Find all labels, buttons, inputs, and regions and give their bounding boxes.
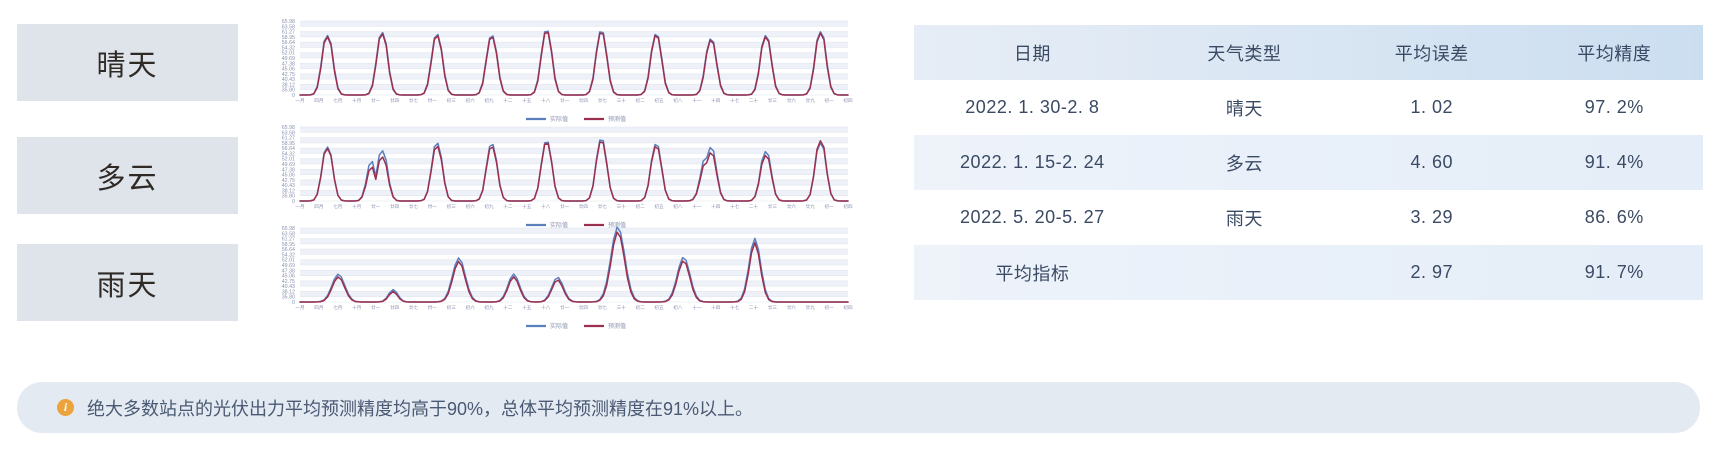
svg-text:廿一: 廿一 [371, 304, 381, 311]
svg-text:十一: 十一 [692, 97, 702, 104]
svg-text:廿六: 廿六 [787, 203, 797, 210]
svg-text:十二: 十二 [503, 203, 513, 210]
svg-text:初五: 初五 [654, 97, 664, 104]
svg-text:四月: 四月 [314, 98, 323, 104]
svg-text:初五: 初五 [654, 203, 664, 210]
svg-text:廿三: 廿三 [768, 304, 778, 311]
svg-text:四月: 四月 [314, 305, 323, 311]
svg-text:十月: 十月 [352, 304, 361, 311]
svg-text:初六: 初六 [465, 203, 475, 210]
svg-text:一月: 一月 [295, 98, 304, 104]
svg-text:初三: 初三 [447, 304, 457, 311]
svg-text:十月: 十月 [352, 203, 361, 210]
svg-text:十五: 十五 [522, 97, 532, 104]
svg-text:卅一: 卅一 [428, 203, 438, 210]
svg-text:十四: 十四 [711, 203, 721, 210]
svg-text:十二: 十二 [503, 97, 513, 104]
svg-text:十八: 十八 [541, 97, 551, 104]
svg-text:预测值: 预测值 [608, 322, 626, 330]
svg-text:初四: 初四 [843, 97, 853, 104]
svg-text:三十: 三十 [617, 304, 627, 311]
svg-text:初三: 初三 [447, 97, 457, 104]
svg-text:廿六: 廿六 [787, 97, 797, 104]
svg-text:七月: 七月 [333, 97, 342, 104]
svg-text:实际值: 实际值 [550, 322, 568, 330]
svg-text:卅一: 卅一 [428, 304, 438, 311]
svg-text:廿四: 廿四 [390, 304, 400, 311]
svg-text:十月: 十月 [352, 97, 361, 104]
svg-text:初二: 初二 [635, 304, 645, 311]
svg-text:二十: 二十 [749, 304, 759, 311]
svg-text:廿七: 廿七 [598, 97, 608, 104]
svg-text:初一: 初一 [824, 304, 834, 311]
svg-text:二十: 二十 [749, 97, 759, 104]
svg-text:廿九: 廿九 [806, 97, 816, 104]
svg-text:七月: 七月 [333, 203, 342, 210]
svg-text:廿七: 廿七 [598, 203, 608, 210]
svg-text:初九: 初九 [484, 203, 494, 210]
svg-text:廿七: 廿七 [409, 203, 419, 210]
svg-text:初四: 初四 [843, 203, 853, 210]
svg-text:廿三: 廿三 [768, 203, 778, 210]
svg-text:十七: 十七 [730, 203, 740, 210]
svg-text:廿三: 廿三 [768, 97, 778, 104]
svg-text:初九: 初九 [484, 97, 494, 104]
svg-text:七月: 七月 [333, 304, 342, 311]
svg-text:初八: 初八 [673, 203, 683, 210]
svg-text:一月: 一月 [295, 204, 304, 210]
svg-text:初六: 初六 [465, 97, 475, 104]
svg-text:初二: 初二 [635, 97, 645, 104]
svg-text:廿一: 廿一 [371, 203, 381, 210]
svg-text:十八: 十八 [541, 304, 551, 311]
svg-text:三十: 三十 [617, 97, 627, 104]
svg-text:初一: 初一 [824, 203, 834, 210]
svg-text:卅一: 卅一 [428, 97, 438, 104]
svg-text:廿七: 廿七 [598, 304, 608, 311]
svg-text:初六: 初六 [465, 304, 475, 311]
svg-text:廿九: 廿九 [806, 203, 816, 210]
svg-text:二十: 二十 [749, 203, 759, 210]
svg-text:十七: 十七 [730, 304, 740, 311]
svg-text:四月: 四月 [314, 204, 323, 210]
svg-text:十四: 十四 [711, 97, 721, 104]
svg-text:廿四: 廿四 [579, 203, 589, 210]
svg-text:初二: 初二 [635, 203, 645, 210]
svg-text:廿四: 廿四 [390, 203, 400, 210]
svg-text:初三: 初三 [447, 203, 457, 210]
svg-text:十四: 十四 [711, 304, 721, 311]
svg-text:十八: 十八 [541, 203, 551, 210]
svg-text:廿四: 廿四 [579, 304, 589, 311]
svg-text:初九: 初九 [484, 304, 494, 311]
svg-text:初一: 初一 [824, 97, 834, 104]
svg-text:十五: 十五 [522, 304, 532, 311]
svg-text:廿九: 廿九 [806, 304, 816, 311]
svg-text:一月: 一月 [295, 305, 304, 311]
svg-text:廿七: 廿七 [409, 97, 419, 104]
svg-text:廿四: 廿四 [390, 97, 400, 104]
svg-text:十五: 十五 [522, 203, 532, 210]
svg-text:十七: 十七 [730, 97, 740, 104]
svg-text:廿一: 廿一 [560, 304, 570, 311]
svg-text:十一: 十一 [692, 203, 702, 210]
svg-text:十二: 十二 [503, 304, 513, 311]
svg-text:廿一: 廿一 [560, 97, 570, 104]
svg-text:廿六: 廿六 [787, 304, 797, 311]
svg-text:廿一: 廿一 [560, 203, 570, 210]
svg-text:初五: 初五 [654, 304, 664, 311]
svg-text:初八: 初八 [673, 97, 683, 104]
svg-text:廿七: 廿七 [409, 304, 419, 311]
svg-text:三十: 三十 [617, 203, 627, 210]
svg-text:廿一: 廿一 [371, 97, 381, 104]
svg-text:初四: 初四 [843, 304, 853, 311]
svg-text:十一: 十一 [692, 304, 702, 311]
svg-text:廿四: 廿四 [579, 97, 589, 104]
svg-text:初八: 初八 [673, 304, 683, 311]
